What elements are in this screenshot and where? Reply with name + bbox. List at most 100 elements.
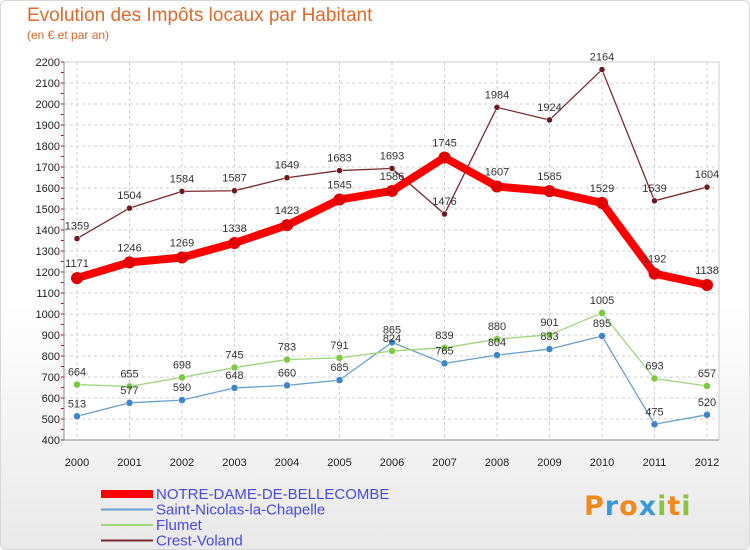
data-label: 1338 — [222, 223, 246, 235]
data-point — [178, 373, 186, 382]
data-label: 1607 — [485, 167, 509, 179]
y-tick-label: 900 — [42, 330, 60, 342]
data-point — [493, 104, 501, 111]
data-label: 513 — [68, 398, 86, 410]
chart-title: Evolution des Impôts locaux par Habitant — [27, 5, 373, 26]
data-label: 660 — [278, 367, 296, 379]
data-point — [438, 151, 451, 164]
data-point — [228, 237, 241, 250]
y-tick-label: 500 — [42, 414, 60, 426]
data-label: 1745 — [432, 138, 456, 150]
data-label: 1584 — [170, 173, 194, 185]
x-tick-label: 2006 — [380, 457, 404, 469]
data-label: 1269 — [170, 238, 194, 250]
x-tick-label: 2001 — [117, 457, 141, 469]
data-point — [388, 347, 396, 355]
logo-letter: i — [657, 491, 668, 522]
x-tick-label: 2000 — [65, 457, 89, 469]
data-point — [231, 187, 238, 194]
data-point — [491, 180, 503, 193]
data-point — [178, 396, 186, 404]
data-point — [283, 355, 291, 364]
data-label: 1585 — [537, 171, 561, 183]
legend-label: Flumet — [156, 517, 203, 534]
data-point — [123, 256, 136, 269]
data-label: 804 — [488, 337, 506, 349]
data-point — [703, 183, 711, 191]
data-label: 833 — [540, 331, 558, 343]
data-label: 685 — [330, 362, 348, 374]
data-point — [651, 197, 658, 205]
legend-swatch — [101, 508, 153, 511]
data-label: 839 — [435, 330, 453, 342]
data-point — [335, 354, 344, 362]
data-point — [598, 332, 606, 340]
data-label: 693 — [645, 360, 663, 372]
data-point — [386, 184, 398, 197]
x-tick-label: 2003 — [222, 457, 246, 469]
legend-swatch — [101, 524, 153, 526]
data-point — [493, 335, 501, 343]
data-point — [73, 380, 81, 389]
legend-swatch — [101, 539, 153, 542]
y-tick-label: 1900 — [36, 120, 60, 132]
data-label: 1138 — [695, 265, 719, 277]
data-point — [73, 412, 81, 421]
logo-letter: x — [638, 491, 658, 522]
y-tick-label: 400 — [42, 435, 60, 447]
data-label: 1649 — [275, 160, 299, 172]
data-point — [230, 363, 239, 372]
data-point — [648, 267, 661, 280]
data-point — [596, 196, 608, 209]
data-label: 765 — [435, 345, 453, 357]
y-tick-label: 1200 — [36, 267, 60, 279]
data-point — [440, 359, 449, 368]
y-tick-label: 1000 — [36, 309, 60, 321]
x-tick-label: 2002 — [170, 457, 194, 469]
x-tick-label: 2008 — [485, 457, 509, 469]
data-label: 1984 — [485, 89, 509, 101]
x-tick-label: 2004 — [275, 457, 299, 469]
data-label: 1192 — [643, 254, 667, 266]
data-label: 1545 — [327, 180, 351, 192]
data-label: 1924 — [537, 102, 561, 114]
data-point — [71, 272, 83, 285]
data-label: 664 — [68, 367, 86, 379]
data-label: 1246 — [117, 242, 141, 254]
y-tick-label: 2100 — [36, 78, 60, 90]
legend-label: Crest-Voland — [156, 533, 243, 550]
data-point — [333, 193, 346, 206]
data-label: 1604 — [695, 169, 719, 181]
data-label: 880 — [488, 321, 506, 333]
y-tick-label: 1600 — [36, 183, 60, 195]
y-tick-label: 2200 — [36, 57, 60, 69]
legend-label: Saint-Nicolas-la-Chapelle — [156, 502, 325, 519]
logo-letter: i — [681, 491, 692, 522]
data-point — [178, 188, 186, 195]
logo-letter: t — [667, 491, 682, 522]
data-point — [336, 167, 343, 174]
chart-subtitle: (en € et par an) — [27, 28, 110, 42]
data-label: 657 — [698, 368, 716, 380]
data-point — [543, 185, 556, 198]
x-tick-label: 2009 — [537, 457, 561, 469]
data-point — [598, 309, 606, 317]
data-label: 520 — [698, 397, 716, 409]
y-tick-label: 1800 — [36, 141, 60, 153]
data-label: 1693 — [380, 150, 404, 162]
data-label: 791 — [330, 340, 348, 352]
data-point — [73, 235, 81, 242]
data-label: 1504 — [117, 190, 141, 202]
data-point — [650, 420, 659, 428]
y-tick-label: 2000 — [36, 99, 60, 111]
data-point — [176, 251, 188, 264]
data-label: 590 — [173, 382, 191, 394]
y-tick-label: 700 — [42, 372, 60, 384]
data-label: 745 — [225, 350, 243, 362]
data-label: 2164 — [590, 52, 614, 64]
data-label: 648 — [225, 370, 243, 382]
y-tick-label: 1500 — [36, 204, 60, 216]
data-label: 1529 — [590, 183, 614, 195]
data-label: 901 — [540, 317, 558, 329]
